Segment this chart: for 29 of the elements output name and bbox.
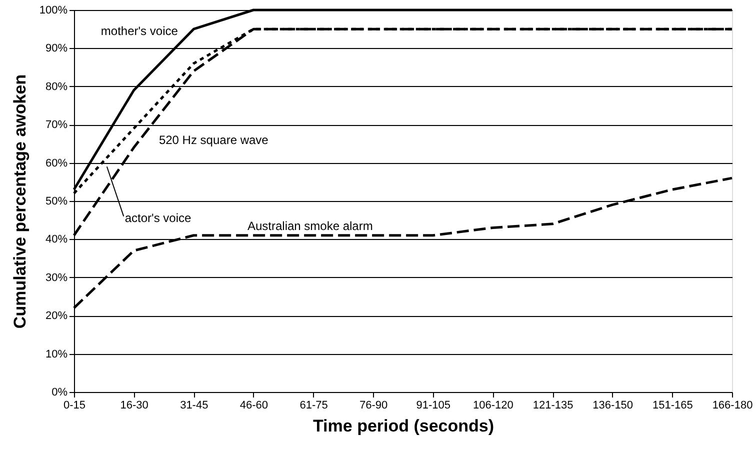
series-label: Australian smoke alarm: [247, 218, 373, 233]
y-axis-title: Cumulative percentage awoken: [10, 74, 30, 329]
y-tick-label: 40%: [45, 234, 68, 246]
series-label: 520 Hz square wave: [158, 132, 269, 147]
text: actor's voice: [124, 211, 192, 226]
x-tick-label: 136-150: [592, 400, 634, 412]
y-tick-label: 20%: [45, 310, 68, 322]
y-tick-label: 100%: [39, 4, 68, 16]
x-tick-label: 31-45: [180, 400, 208, 412]
x-tick-label: 151-165: [652, 400, 693, 412]
y-tick-label: 30%: [45, 272, 68, 284]
x-tick-label: 0-15: [63, 400, 86, 412]
x-tick-label: 76-90: [360, 400, 388, 412]
x-tick-label: 46-60: [240, 400, 268, 412]
x-tick-label: 16-30: [120, 400, 148, 412]
x-tick-label: 121-135: [532, 400, 574, 412]
x-tick-label: 61-75: [300, 400, 328, 412]
y-tick-label: 70%: [45, 119, 68, 132]
y-tick-label: 0%: [52, 386, 68, 398]
y-tick-label: 50%: [45, 196, 68, 208]
y-tick-label: 10%: [45, 348, 68, 360]
x-tick-label: 91-105: [416, 400, 451, 412]
x-tick-label: 166-180: [712, 400, 753, 412]
y-tick-label: 60%: [45, 157, 68, 170]
x-tick-label: 106-120: [473, 400, 514, 412]
y-tick-label: 90%: [45, 42, 68, 55]
x-axis-title: Time period (seconds): [312, 416, 494, 436]
series-label: mother's voice: [100, 24, 178, 38]
y-tick-label: 80%: [45, 80, 68, 93]
